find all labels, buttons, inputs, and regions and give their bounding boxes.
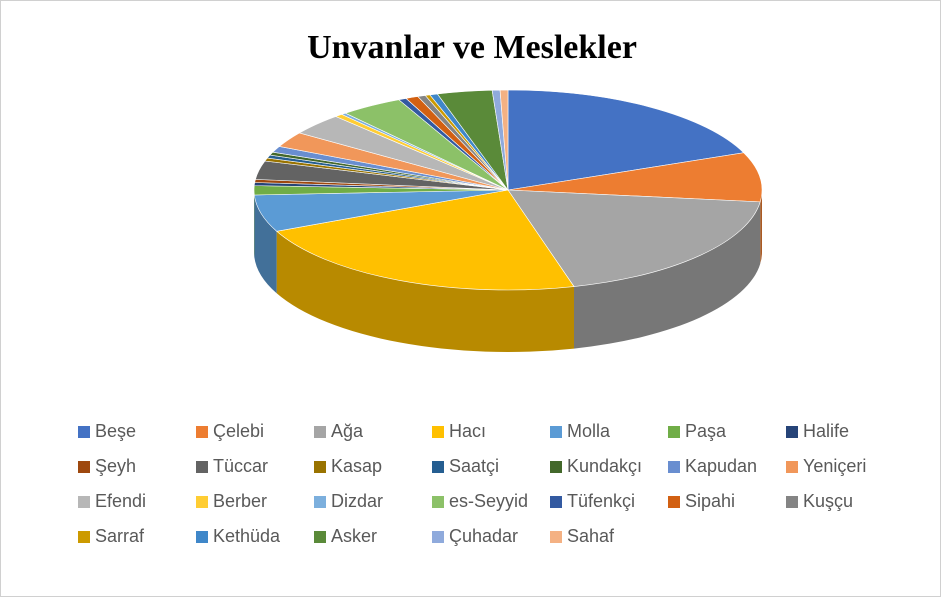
legend-label: Asker (331, 526, 377, 546)
legend-label: Sipahi (685, 491, 735, 511)
legend-swatch (78, 426, 90, 438)
legend-label: Hacı (449, 421, 486, 441)
legend-swatch (314, 531, 326, 543)
legend-swatch (432, 426, 444, 438)
legend-label: Molla (567, 421, 611, 441)
legend-label: es-Seyyid (449, 491, 528, 511)
legend-swatch (78, 496, 90, 508)
legend-swatch (314, 426, 326, 438)
legend-swatch (668, 426, 680, 438)
legend-swatch (314, 461, 326, 473)
legend-label: Kuşçu (803, 491, 853, 511)
legend-swatch (550, 531, 562, 543)
legend-label: Beşe (95, 421, 136, 441)
legend-swatch (432, 531, 444, 543)
pie (254, 90, 762, 352)
legend-swatch (432, 461, 444, 473)
legend-label: Sahaf (567, 526, 615, 546)
legend-swatch (196, 426, 208, 438)
legend-label: Kapudan (685, 456, 757, 476)
legend-label: Kethüda (213, 526, 281, 546)
legend-swatch (786, 461, 798, 473)
legend-swatch (432, 496, 444, 508)
legend-label: Efendi (95, 491, 146, 511)
legend-swatch (550, 496, 562, 508)
legend-swatch (668, 461, 680, 473)
legend-swatch (786, 426, 798, 438)
legend-swatch (314, 496, 326, 508)
legend-label: Berber (213, 491, 267, 511)
legend-label: Çelebi (213, 421, 264, 441)
legend-swatch (78, 531, 90, 543)
legend-label: Çuhadar (449, 526, 518, 546)
legend-swatch (786, 496, 798, 508)
legend-label: Tüfenkçi (567, 491, 635, 511)
legend-label: Paşa (685, 421, 727, 441)
legend-swatch (196, 496, 208, 508)
legend-swatch (196, 461, 208, 473)
legend-swatch (668, 496, 680, 508)
legend-label: Kundakçı (567, 456, 642, 476)
legend-label: Sarraf (95, 526, 145, 546)
legend-label: Kasap (331, 456, 382, 476)
legend-label: Halife (803, 421, 849, 441)
legend-swatch (196, 531, 208, 543)
legend-label: Yeniçeri (803, 456, 866, 476)
legend-swatch (550, 461, 562, 473)
legend-label: Şeyh (95, 456, 136, 476)
legend-swatch (550, 426, 562, 438)
legend-label: Ağa (331, 421, 364, 441)
legend-label: Tüccar (213, 456, 268, 476)
legend-label: Dizdar (331, 491, 383, 511)
legend-swatch (78, 461, 90, 473)
legend-label: Saatçi (449, 456, 499, 476)
chart-title: Unvanlar ve Meslekler (307, 29, 637, 66)
